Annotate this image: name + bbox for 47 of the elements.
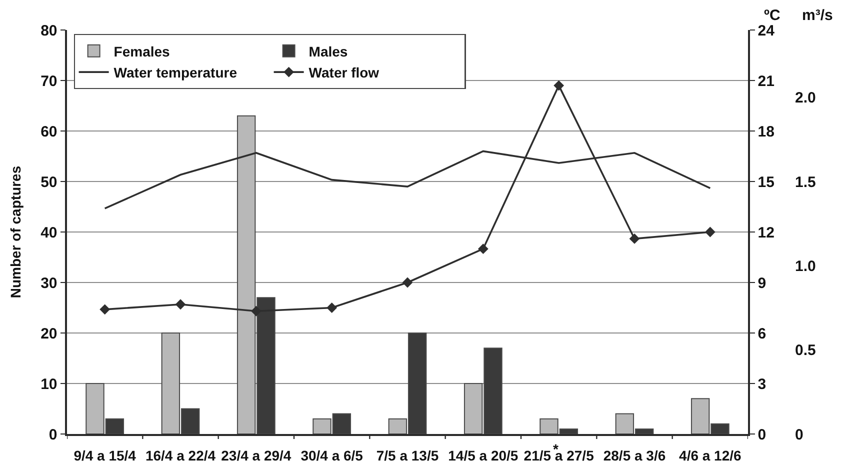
y3-tick-label: 1.5	[795, 174, 816, 191]
point	[629, 234, 640, 244]
y3-tick-label: 0.5	[795, 342, 816, 360]
y3-tick-label: 2.0	[795, 90, 816, 107]
y2-tick-label: 12	[758, 224, 774, 242]
y2-tick-label: 0	[758, 426, 766, 444]
y-tick-label: 80	[40, 22, 58, 40]
y3-tick-label: 1.0	[795, 258, 816, 275]
x-tick-label: 28/5 a 3/6	[603, 448, 666, 464]
x-tick-label: 23/4 a 29/4	[221, 448, 292, 464]
point	[250, 306, 262, 316]
y2-tick-label: 6	[758, 325, 766, 342]
point	[175, 299, 186, 310]
y-tick-label: 60	[40, 123, 58, 140]
y-tick-label: 50	[40, 174, 58, 191]
y2-tick-label: 15	[758, 174, 774, 191]
y-tick-label: 20	[40, 325, 58, 342]
y2-tick-label: 18	[758, 123, 774, 140]
x-tick-label: 4/6 a 12/6	[679, 448, 742, 464]
point	[478, 244, 488, 254]
x-tick-label: 16/4 a 22/4	[145, 448, 216, 464]
y-tick-label: 0	[48, 426, 58, 444]
point	[100, 304, 110, 315]
y3-tick-label: 0	[795, 426, 804, 444]
y-axis-title: Number of captures	[8, 166, 24, 298]
legend-label: Females	[114, 43, 170, 60]
y-tick-label: 10	[40, 376, 58, 393]
legend-label: Water temperature	[114, 64, 238, 80]
y2-tick-label: 9	[758, 274, 766, 292]
y2-axis-title: ºC	[764, 7, 780, 24]
y-tick-label: 30	[40, 274, 58, 292]
y2-tick-label: 3	[758, 376, 766, 393]
point	[704, 226, 716, 238]
y-tick-label: 40	[40, 224, 58, 242]
y-tick-label: 70	[40, 72, 58, 90]
y2-tick-label: 21	[758, 72, 774, 90]
legend-label: Males	[308, 43, 348, 60]
point	[326, 302, 338, 313]
x-tick-label: 7/5 a 13/5	[376, 448, 439, 464]
x-tick-label: 14/5 a 20/5	[448, 448, 518, 464]
x-tick-label: 9/4 a 15/4	[74, 448, 136, 464]
y3-axis-title: m³/s	[802, 7, 833, 24]
x-tick-label: 30/4 a 6/5	[300, 448, 364, 464]
point	[554, 80, 564, 91]
point	[402, 277, 413, 288]
y2-tick-label: 24	[758, 22, 776, 40]
legend-label: Water flow	[308, 64, 380, 80]
